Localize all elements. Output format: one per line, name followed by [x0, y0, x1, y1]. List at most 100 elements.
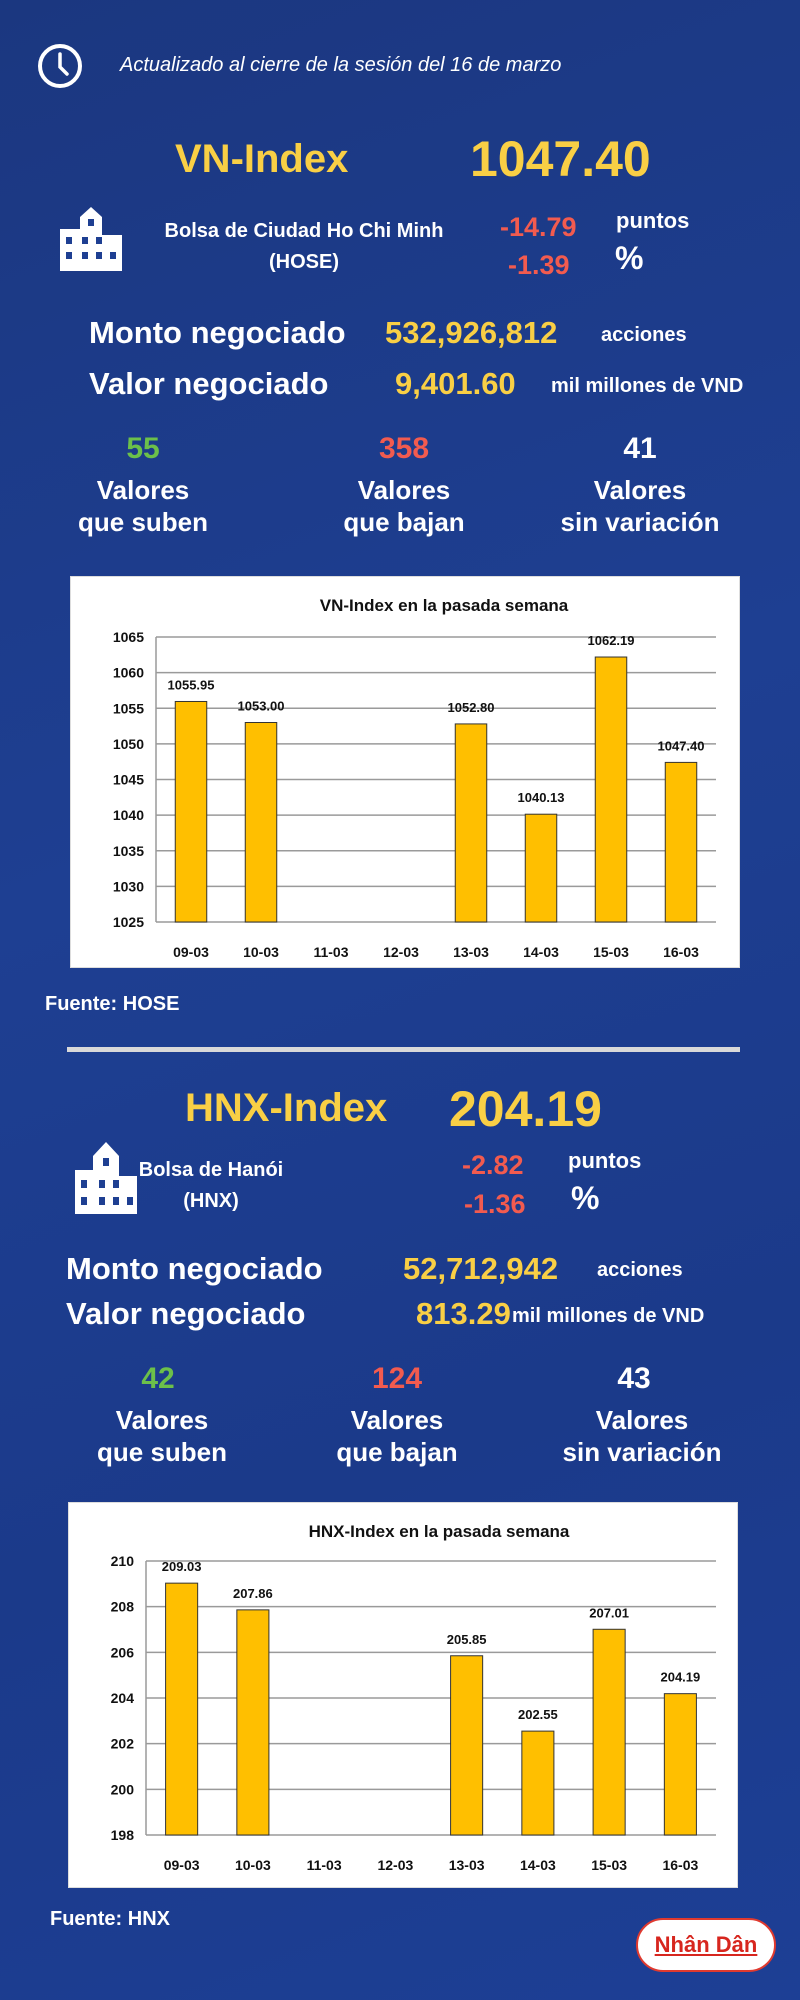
traded-value-unit: mil millones de VND — [512, 1305, 705, 1327]
nhan-dan-logo: Nhân Dân — [636, 1918, 776, 1972]
up-count: 42 — [141, 1362, 175, 1395]
building-icon — [60, 207, 122, 271]
change-percent: -1.36 — [464, 1189, 526, 1219]
y-tick-label: 202 — [111, 1736, 135, 1752]
up-label: Valores que suben — [96, 1405, 228, 1467]
x-tick-label: 11-03 — [307, 1857, 342, 1873]
chart-title: HNX-Index en la pasada semana — [309, 1522, 570, 1541]
x-tick-label: 16-03 — [663, 944, 699, 960]
data-label: 207.01 — [589, 1605, 629, 1620]
bar — [174, 700, 208, 923]
x-tick-label: 12-03 — [377, 1857, 413, 1873]
exchange-name: Bolsa de Hanói — [138, 1159, 284, 1181]
vn-index-value: 1047.40 — [470, 131, 651, 187]
percent-unit: % — [615, 240, 644, 276]
y-tick-label: 1060 — [113, 665, 144, 681]
bar — [524, 813, 558, 923]
exchange-code: (HOSE) — [269, 251, 339, 273]
bar — [521, 1730, 555, 1836]
x-tick-label: 13-03 — [449, 1857, 485, 1873]
data-label: 1053.00 — [238, 699, 285, 714]
traded-value: 813.29 — [416, 1296, 511, 1331]
building-icon — [75, 1142, 137, 1214]
data-label: 204.19 — [660, 1670, 700, 1685]
y-tick-label: 210 — [111, 1553, 135, 1569]
volume-label: Monto negociado — [66, 1251, 323, 1286]
y-tick-label: 1035 — [113, 843, 144, 859]
volume-label: Monto negociado — [89, 315, 346, 350]
bar — [450, 1655, 484, 1836]
data-label: 1052.80 — [448, 700, 495, 715]
x-tick-label: 09-03 — [173, 944, 209, 960]
up-label: Valores que suben — [77, 475, 209, 537]
traded-value-label: Valor negociado — [66, 1296, 306, 1331]
x-tick-label: 10-03 — [243, 944, 279, 960]
divider — [67, 1047, 740, 1052]
data-label: 1062.19 — [588, 633, 635, 648]
down-count: 124 — [371, 1362, 423, 1395]
data-label: 1047.40 — [658, 738, 705, 753]
x-tick-label: 10-03 — [235, 1857, 271, 1873]
flat-label: Valores sin variación — [560, 475, 720, 537]
y-tick-label: 206 — [111, 1644, 135, 1660]
volume-value: 52,712,942 — [403, 1251, 559, 1286]
data-label: 1040.13 — [518, 790, 565, 805]
bar — [236, 1609, 270, 1836]
y-tick-label: 198 — [111, 1827, 135, 1843]
x-tick-label: 09-03 — [164, 1857, 200, 1873]
source-hnx: Fuente: HNX — [50, 1908, 170, 1930]
traded-value-label: Valor negociado — [89, 366, 329, 401]
y-tick-label: 1065 — [113, 629, 144, 645]
data-label: 1055.95 — [168, 677, 215, 692]
x-tick-label: 14-03 — [523, 944, 559, 960]
clock-icon — [38, 44, 82, 88]
points-unit: puntos — [568, 1148, 642, 1173]
bar — [592, 1628, 626, 1836]
up-count: 55 — [126, 432, 160, 465]
flat-count: 43 — [617, 1362, 651, 1395]
update-note: Actualizado al cierre de la sesión del 1… — [120, 54, 562, 76]
y-tick-label: 1025 — [113, 914, 144, 930]
change-percent: -1.39 — [508, 250, 570, 280]
vn-index-chart: VN-Index en la pasada semana 1025 1030 1035… — [70, 576, 740, 968]
bar — [244, 722, 278, 923]
bar — [664, 761, 698, 923]
x-tick-label: 14-03 — [520, 1857, 556, 1873]
x-tick-label: 16-03 — [662, 1857, 698, 1873]
y-tick-label: 204 — [111, 1690, 135, 1706]
vn-index-name: VN-Index — [175, 137, 349, 181]
volume-unit: acciones — [601, 324, 687, 346]
y-tick-label: 1055 — [113, 700, 144, 716]
exchange-name: Bolsa de Ciudad Ho Chi Minh — [164, 220, 444, 242]
data-label: 209.03 — [162, 1559, 202, 1574]
x-tick-label: 13-03 — [453, 944, 489, 960]
data-label: 205.85 — [447, 1632, 487, 1647]
x-tick-label: 12-03 — [383, 944, 419, 960]
bar — [663, 1693, 697, 1836]
flat-count: 41 — [623, 432, 657, 465]
bar — [165, 1582, 199, 1836]
data-label: 202.55 — [518, 1707, 558, 1722]
x-tick-label: 15-03 — [593, 944, 629, 960]
y-tick-label: 1040 — [113, 807, 144, 823]
volume-value: 532,926,812 — [385, 315, 558, 350]
hnx-index-chart: HNX-Index en la pasada semana 198 200 202 20… — [68, 1502, 738, 1888]
down-label: Valores que bajan — [336, 1405, 458, 1467]
data-label: 207.86 — [233, 1586, 273, 1601]
hnx-index-value: 204.19 — [449, 1081, 602, 1137]
source-hose: Fuente: HOSE — [45, 993, 180, 1015]
chart-title: VN-Index en la pasada semana — [320, 596, 569, 615]
y-tick-label: 208 — [111, 1599, 135, 1615]
traded-value: 9,401.60 — [395, 366, 516, 401]
flat-label: Valores sin variación — [562, 1405, 722, 1467]
points-unit: puntos — [616, 208, 690, 233]
bar — [454, 723, 488, 923]
traded-value-unit: mil millones de VND — [551, 375, 744, 397]
change-points: -2.82 — [462, 1150, 524, 1180]
y-tick-label: 200 — [111, 1781, 135, 1797]
percent-unit: % — [571, 1180, 600, 1216]
down-label: Valores que bajan — [343, 475, 465, 537]
exchange-code: (HNX) — [183, 1190, 239, 1212]
volume-unit: acciones — [597, 1259, 683, 1281]
change-points: -14.79 — [500, 212, 577, 242]
